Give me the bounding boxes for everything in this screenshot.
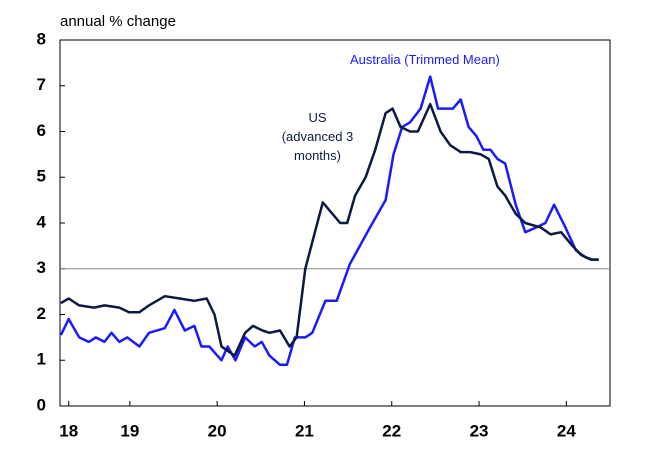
series-line	[59, 75, 599, 367]
x-tick-label: 19	[120, 421, 139, 440]
x-tick-label: 18	[59, 421, 78, 440]
x-tick-label: 23	[470, 421, 489, 440]
y-tick-label: 3	[37, 258, 46, 277]
y-tick-label: 6	[37, 121, 46, 140]
series-line	[60, 102, 599, 357]
x-tick-label: 22	[382, 421, 401, 440]
y-tick-label: 2	[37, 304, 46, 323]
y-tick-label: 7	[37, 75, 46, 94]
y-tick-label: 5	[37, 167, 46, 186]
y-axis-label: annual % change	[60, 13, 176, 30]
y-tick-label: 1	[37, 350, 46, 369]
series-label: US (advanced 3 months)	[281, 110, 354, 163]
y-tick-label: 4	[37, 212, 47, 231]
y-tick-label: 8	[37, 29, 46, 48]
y-tick-label: 0	[37, 395, 46, 414]
series-label: Australia (Trimmed Mean)	[350, 52, 500, 67]
x-tick-label: 20	[208, 421, 227, 440]
x-tick-label: 24	[557, 421, 576, 440]
x-tick-label: 21	[295, 421, 314, 440]
